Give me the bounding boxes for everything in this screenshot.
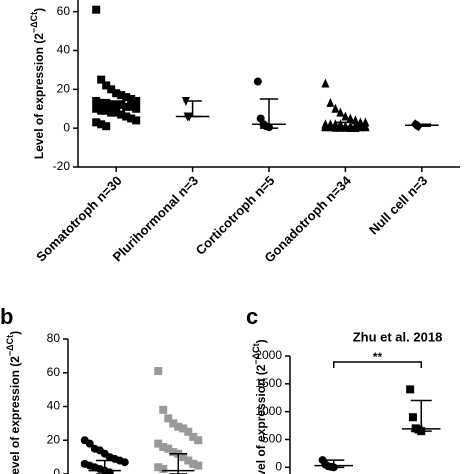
panel-label: b xyxy=(0,304,13,329)
y-tick-label: 0 xyxy=(275,459,282,473)
data-point xyxy=(159,443,168,451)
data-point xyxy=(92,96,101,105)
y-tick-label: 2000 xyxy=(255,348,282,362)
data-point xyxy=(122,93,131,102)
data-point xyxy=(194,461,203,470)
data-point xyxy=(346,113,355,123)
data-point xyxy=(174,422,183,431)
y-axis-label-part: ) xyxy=(8,331,22,335)
y-axis-label: Level of expression (2−ΔCt) xyxy=(29,8,46,159)
data-point xyxy=(331,122,340,132)
data-point xyxy=(169,448,178,457)
data-point xyxy=(102,81,111,90)
significance-bracket xyxy=(333,361,422,368)
panel-label: c xyxy=(246,304,258,329)
data-point xyxy=(154,439,163,448)
data-point xyxy=(331,103,340,113)
data-point xyxy=(92,104,101,113)
data-point xyxy=(321,78,330,88)
data-point xyxy=(189,459,198,468)
data-point xyxy=(361,122,370,132)
y-axis-label-part: Level of expression (2 xyxy=(8,356,22,474)
data-point xyxy=(97,75,106,84)
y-tick-label: -20 xyxy=(53,159,71,173)
y-tick-label: 60 xyxy=(47,365,61,379)
y-tick-label: 1000 xyxy=(255,404,282,418)
data-point xyxy=(132,116,141,125)
data-point xyxy=(169,419,178,428)
data-point xyxy=(179,453,188,462)
chart-title: Zhu et al. 2018 xyxy=(353,329,443,344)
data-point xyxy=(132,104,141,113)
y-axis-label: Level of expression (2−ΔCt) xyxy=(5,331,22,474)
data-point xyxy=(154,367,163,376)
data-point xyxy=(107,108,116,117)
data-point xyxy=(341,111,350,121)
data-point xyxy=(117,100,126,109)
data-point xyxy=(408,413,417,422)
data-point xyxy=(102,106,111,115)
data-point xyxy=(102,98,111,107)
y-axis-label-part: Level of expression (2 xyxy=(32,33,46,159)
x-tick-label: Somatotroph n=30 xyxy=(33,173,125,265)
data-point xyxy=(184,427,193,436)
y-tick-label: 500 xyxy=(262,432,282,446)
data-point xyxy=(253,77,262,86)
y-tick-label: 60 xyxy=(57,4,71,18)
data-point xyxy=(127,95,136,104)
data-point xyxy=(132,96,141,105)
significance-label: ** xyxy=(373,350,383,364)
y-axis-label-part: −ΔCt xyxy=(251,343,261,364)
data-point xyxy=(189,432,198,441)
data-point xyxy=(122,112,131,121)
data-point xyxy=(159,464,168,473)
data-point xyxy=(107,100,116,109)
data-point xyxy=(97,120,106,129)
y-axis-label-part: −ΔCt xyxy=(5,335,15,356)
y-tick-label: 40 xyxy=(47,399,61,413)
y-axis-label: Level of expression (2−ΔCt) xyxy=(251,339,268,474)
y-tick-label: 20 xyxy=(47,432,61,446)
data-point xyxy=(85,439,94,448)
y-tick-label: 40 xyxy=(57,43,71,57)
data-point xyxy=(194,436,203,445)
y-axis-label-part: ) xyxy=(32,8,46,12)
data-point xyxy=(179,424,188,433)
data-point xyxy=(336,122,345,132)
data-point xyxy=(102,122,111,131)
data-point xyxy=(326,97,335,107)
data-point xyxy=(97,106,106,115)
data-point xyxy=(164,414,173,423)
data-point xyxy=(154,463,163,472)
y-tick-label: 20 xyxy=(57,81,71,95)
y-axis-label-part: Level of expression (2 xyxy=(254,364,268,474)
x-tick-label: Null cell n=3 xyxy=(366,173,431,238)
data-point xyxy=(159,405,168,414)
data-point xyxy=(406,385,415,394)
data-point xyxy=(336,107,345,117)
x-tick-label: Plurihormonal n=3 xyxy=(110,173,202,265)
x-tick-label: Gonadotroph n=34 xyxy=(261,172,354,265)
data-point xyxy=(184,456,193,465)
x-tick-label: Corticotroph n=5 xyxy=(193,173,278,258)
data-point xyxy=(351,122,360,132)
data-point xyxy=(164,444,173,453)
data-point xyxy=(107,85,116,94)
y-tick-label: 80 xyxy=(47,331,61,345)
data-point xyxy=(92,5,101,14)
y-tick-label: 1500 xyxy=(255,376,282,390)
y-axis-label-part: ) xyxy=(254,339,268,343)
data-point xyxy=(92,118,101,127)
data-point xyxy=(120,458,129,467)
data-point xyxy=(117,91,126,100)
y-tick-label: 0 xyxy=(63,120,70,134)
data-point xyxy=(127,114,136,123)
data-point xyxy=(112,89,121,98)
data-point xyxy=(97,98,106,107)
y-tick-label: 0 xyxy=(53,466,60,474)
y-axis-label-part: −ΔCt xyxy=(29,12,39,33)
